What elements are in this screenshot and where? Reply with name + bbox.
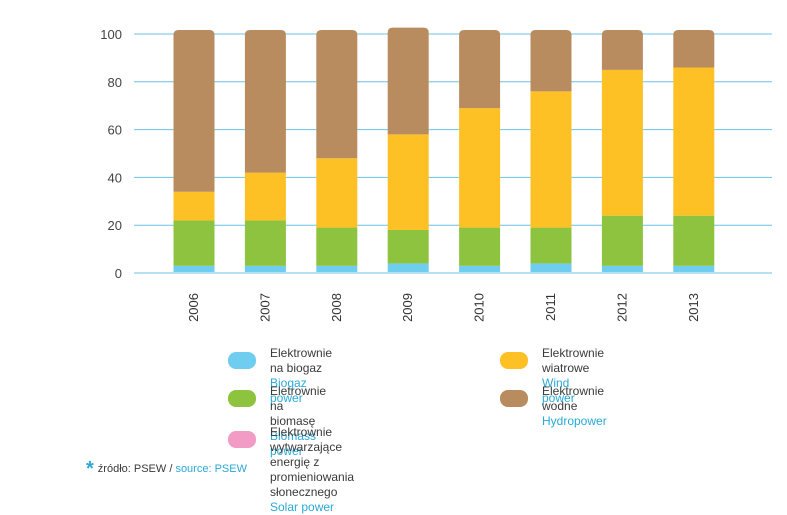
- x-tick-label-2009: 2009: [400, 293, 415, 322]
- y-tick-label: 0: [115, 266, 122, 281]
- bar-segment-biomass-2010: [459, 227, 501, 266]
- bar-segment-hydro-2007: [244, 30, 286, 173]
- stacked-bar-chart: 0 20 40 60 80 100 2006 2007 2008 2009 2010 2011 201…: [100, 27, 772, 322]
- x-tick-label-2008: 2008: [329, 293, 344, 322]
- legend-swatch-solar: [228, 431, 256, 448]
- bar-segment-biomass-2007: [244, 220, 286, 266]
- bar-segment-hydro-2012: [601, 30, 643, 70]
- legend-label-biogas-en: Biogaz power: [270, 376, 307, 405]
- y-tick-label: 60: [108, 123, 122, 138]
- bar-2010: [459, 30, 501, 272]
- x-tick-label-2006: 2006: [186, 293, 201, 322]
- y-tick-label: 20: [108, 218, 122, 233]
- x-tick-label-2010: 2010: [472, 293, 487, 322]
- bar-segment-hydro-2010: [459, 30, 501, 109]
- bar-2013: [673, 30, 715, 272]
- bar-segment-wind-2010: [459, 108, 501, 228]
- bar-segment-biomass-2006: [173, 220, 215, 266]
- bar-segment-biogas-2011: [530, 263, 572, 272]
- legend-label-biogas: Elektrownie na biogaz: [270, 346, 333, 375]
- bar-segment-biogas-2006: [173, 265, 215, 272]
- bar-2009: [387, 27, 429, 272]
- legend-label-wind: Elektrownie wiatrowe: [542, 346, 605, 375]
- legend-item-biogas: Elektrownie na biogaz Biogaz power: [228, 346, 332, 406]
- bar-2006: [173, 30, 215, 272]
- bar-2007: [244, 30, 286, 272]
- bar-2012: [601, 30, 643, 272]
- legend-swatch-biomass: [228, 390, 256, 407]
- bar-segment-hydro-2011: [530, 30, 572, 92]
- bar-segment-wind-2012: [601, 69, 643, 216]
- bar-segment-biomass-2011: [530, 227, 572, 264]
- bar-segment-wind-2013: [673, 67, 715, 216]
- bar-segment-hydro-2006: [173, 30, 215, 192]
- source-separator: /: [166, 463, 176, 475]
- bar-segment-wind-2011: [530, 91, 572, 228]
- legend-label-hydro: Elektrownie wodne: [542, 384, 605, 413]
- bar-segment-wind-2008: [316, 158, 358, 228]
- bar-segment-biogas-2008: [316, 265, 358, 272]
- bar-segment-wind-2007: [244, 172, 286, 221]
- gridlines: [134, 33, 772, 274]
- legend-label-hydro-en: Hydropower: [542, 414, 607, 428]
- source-note: * źródło: PSEW / source: PSEW: [86, 458, 247, 480]
- legend-item-wind: Elektrownie wiatrowe Wind power: [500, 346, 604, 406]
- bar-segment-wind-2006: [173, 191, 215, 221]
- legend-item-hydro: Elektrownie wodne Hydropower: [500, 384, 607, 429]
- legend-swatch-wind: [500, 352, 528, 369]
- legend-item-solar: Elektrownie wytwarzające energię z promi…: [228, 425, 354, 515]
- bar-segment-hydro-2008: [316, 30, 358, 159]
- bar-segment-biogas-2007: [244, 265, 286, 272]
- legend-label-solar-en: Solar power: [270, 500, 335, 514]
- bar-segment-biomass-2013: [673, 215, 715, 266]
- bar-segment-biogas-2010: [459, 265, 501, 272]
- bar-segment-hydro-2013: [673, 30, 715, 68]
- y-tick-label: 40: [108, 170, 122, 185]
- bar-segment-biomass-2009: [387, 229, 429, 264]
- bar-segment-biomass-2012: [601, 215, 643, 266]
- bar-segment-biogas-2009: [387, 263, 429, 272]
- legend-swatch-biogas: [228, 352, 256, 369]
- bar-2011: [530, 30, 572, 272]
- legend-label-biomass: Eletrownie na biomasę: [270, 384, 327, 428]
- legend-label-wind-en: Wind power: [542, 376, 575, 405]
- y-tick-label: 80: [108, 75, 122, 90]
- legend-item-biomass: Eletrownie na biomasę Biomass power: [228, 384, 326, 459]
- legend-label-biomass-en: Biomass power: [270, 429, 317, 458]
- y-axis-tick-labels: 0 20 40 60 80 100: [100, 27, 122, 281]
- x-axis-year-labels: 2006 2007 2008 2009 2010 2011 2012 2013: [186, 293, 701, 322]
- bar-segment-wind-2009: [387, 134, 429, 230]
- source-label-en: source: PSEW: [175, 463, 247, 475]
- legend-label-solar: Elektrownie wytwarzające energię z promi…: [270, 425, 355, 499]
- bar-segment-biogas-2012: [601, 265, 643, 272]
- y-tick-label: 100: [100, 27, 122, 42]
- x-tick-label-2013: 2013: [686, 293, 701, 322]
- source-label-pl: źródło: PSEW: [97, 463, 167, 475]
- x-tick-label-2012: 2012: [614, 293, 629, 322]
- asterisk-icon: *: [86, 458, 94, 480]
- bar-segment-biomass-2008: [316, 227, 358, 266]
- bar-segment-hydro-2009: [387, 27, 429, 135]
- bar-2008: [316, 30, 358, 272]
- x-tick-label-2007: 2007: [257, 293, 272, 322]
- bars: [173, 27, 715, 272]
- bar-segment-biogas-2013: [673, 265, 715, 272]
- legend-swatch-hydro: [500, 390, 528, 407]
- x-tick-label-2011: 2011: [543, 293, 558, 321]
